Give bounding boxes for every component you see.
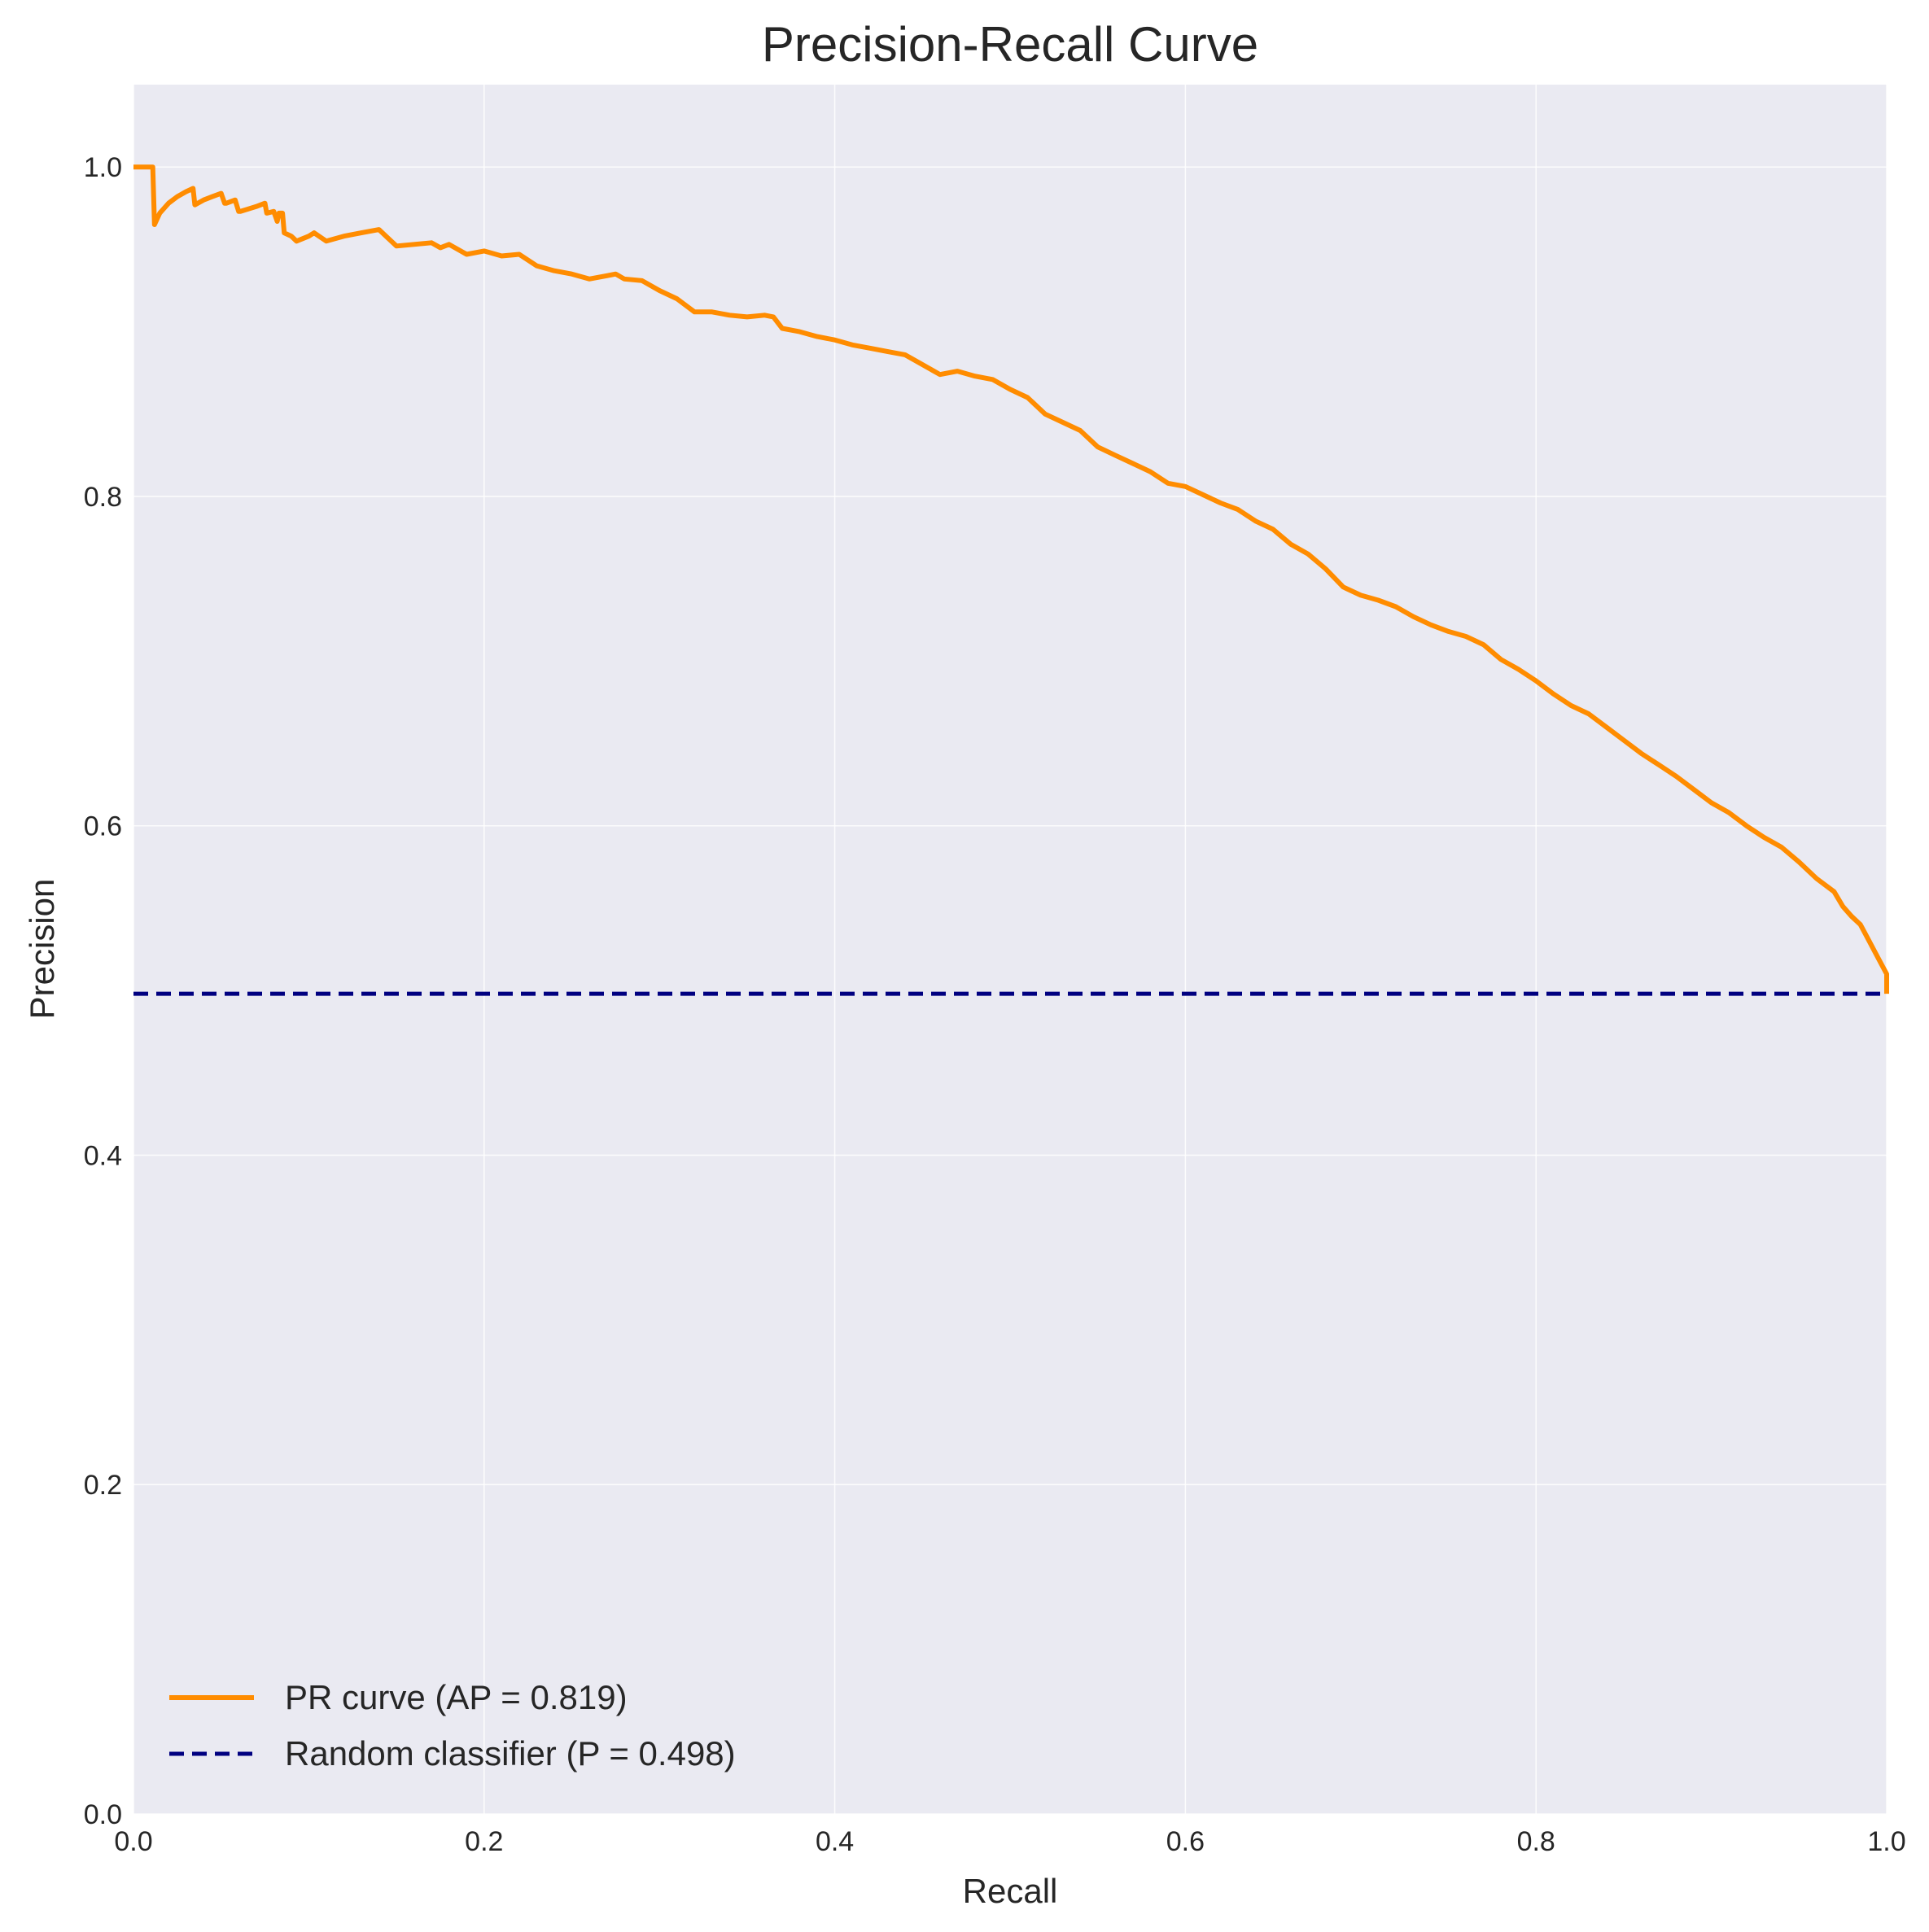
x-tick-label-1: 0.2 xyxy=(465,1826,503,1857)
y-tick-label-4: 0.8 xyxy=(84,482,122,513)
x-tick-label-5: 1.0 xyxy=(1867,1826,1905,1857)
x-tick-label-3: 0.6 xyxy=(1166,1826,1205,1857)
x-tick-label-4: 0.8 xyxy=(1517,1826,1555,1857)
y-tick-label-3: 0.6 xyxy=(84,811,122,842)
x-axis-label: Recall xyxy=(963,1872,1058,1910)
legend-label-pr-curve: PR curve (AP = 0.819) xyxy=(285,1678,628,1716)
series-line-0 xyxy=(133,164,1889,994)
x-tick-label-2: 0.4 xyxy=(816,1826,854,1857)
y-tick-label-0: 0.0 xyxy=(84,1799,122,1830)
legend-label-random-classifier: Random classifier (P = 0.498) xyxy=(285,1734,736,1772)
tick-labels: 0.0 0.2 0.4 0.6 0.8 1.0 0.0 0.2 0.4 0.6 0.8 1.0 xyxy=(84,152,1906,1857)
legend: PR curve (AP = 0.819) Random classifier … xyxy=(169,1678,736,1772)
y-tick-label-1: 0.2 xyxy=(84,1470,122,1501)
y-tick-label-2: 0.4 xyxy=(84,1140,122,1171)
y-tick-label-5: 1.0 xyxy=(84,152,122,183)
series-layer xyxy=(133,164,1889,996)
x-tick-label-0: 0.0 xyxy=(114,1826,152,1857)
grid-lines xyxy=(133,85,1887,1815)
plot-background xyxy=(133,85,1887,1814)
y-axis-label: Precision xyxy=(23,879,61,1020)
chart-title: Precision-Recall Curve xyxy=(762,17,1258,72)
